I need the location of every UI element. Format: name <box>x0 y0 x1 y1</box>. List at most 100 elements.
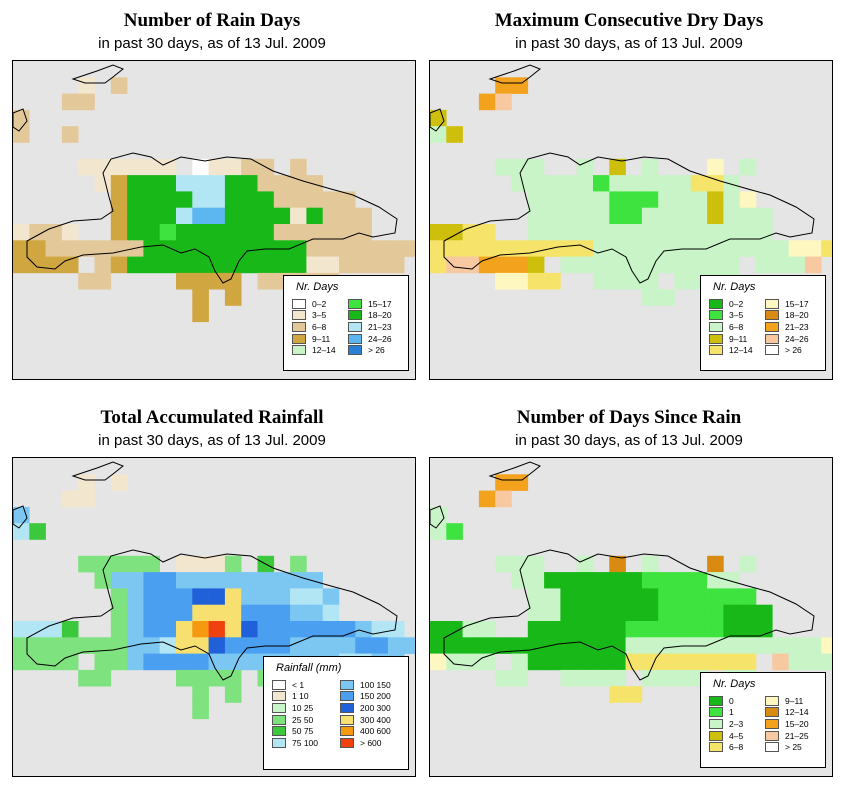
grid-cell <box>739 240 757 257</box>
legend-label: 3–5 <box>312 310 327 321</box>
grid-cell <box>127 224 144 241</box>
grid-cell <box>355 240 372 257</box>
grid-cell <box>511 669 529 687</box>
grid-cell <box>110 191 128 208</box>
grid-cell <box>641 555 659 573</box>
grid-cell <box>224 289 242 306</box>
legend-label: 18–20 <box>785 310 809 321</box>
grid-cell <box>544 207 561 225</box>
grid-cell <box>609 240 626 257</box>
legend-item: 18–20 <box>765 310 809 322</box>
legend-item: 6–8 <box>709 741 743 753</box>
grid-cell <box>110 621 128 638</box>
legend-swatch <box>709 707 723 718</box>
grid-cell <box>110 604 128 622</box>
grid-cell <box>208 191 226 208</box>
grid-cell <box>45 621 63 638</box>
grid-cell <box>192 289 209 306</box>
dry-days-panel: Maximum Consecutive Dry Days in past 30 … <box>421 0 837 390</box>
grid-cell <box>641 289 659 306</box>
grid-cell <box>192 637 209 654</box>
grid-cell <box>707 604 724 622</box>
grid-cell <box>609 572 626 589</box>
legend-label: 0–2 <box>729 298 744 309</box>
grid-cell <box>127 191 144 208</box>
legend-item: > 600 <box>340 737 391 749</box>
legend-label: 0–2 <box>312 298 327 309</box>
grid-cell <box>45 637 63 654</box>
grid-cell <box>94 637 112 654</box>
grid-cell <box>224 637 242 654</box>
coastline <box>71 461 124 481</box>
grid-cell <box>723 572 740 589</box>
grid-cell <box>290 637 307 654</box>
grid-cell <box>723 191 740 208</box>
grid-cell <box>224 272 242 290</box>
grid-cell <box>462 637 480 654</box>
legend-label: 0 <box>729 695 734 706</box>
grid-cell <box>94 158 112 176</box>
legend-swatch <box>272 726 286 737</box>
grid-cell <box>159 207 177 225</box>
grid-cell <box>609 272 626 290</box>
grid-cell <box>707 653 724 671</box>
legend-label: 2–3 <box>729 718 744 729</box>
grid-cell <box>13 653 30 671</box>
legend-swatch <box>709 695 723 706</box>
grid-cell <box>224 175 242 192</box>
legend-label: 75 100 <box>292 737 318 748</box>
grid-cell <box>387 256 405 274</box>
legend-label: 6–8 <box>729 742 744 753</box>
grid-cell <box>707 224 724 241</box>
grid-cell <box>739 191 757 208</box>
grid-cell <box>625 175 643 192</box>
legend-swatch <box>340 726 354 737</box>
grid-cell <box>690 224 708 241</box>
grid-cell <box>306 207 323 225</box>
grid-cell <box>143 256 160 274</box>
panel-subtitle: in past 30 days, as of 13 Jul. 2009 <box>515 35 743 52</box>
grid-cell <box>45 240 63 257</box>
grid-cell <box>804 637 822 654</box>
grid-cell <box>576 588 594 605</box>
grid-cell <box>241 588 258 605</box>
grid-cell <box>257 207 275 225</box>
grid-cell <box>273 191 291 208</box>
legend-item: 21–23 <box>348 321 392 333</box>
grid-cell <box>625 207 643 225</box>
grid-cell <box>756 224 773 241</box>
legend-label: 15–20 <box>785 718 809 729</box>
grid-cell <box>94 272 112 290</box>
grid-cell <box>511 175 529 192</box>
grid-cell <box>544 272 561 290</box>
grid-cell <box>576 158 594 176</box>
legend-swatch <box>348 321 362 332</box>
map-legend: Nr. Days 0 1 2–3 4–5 6–8 9–11 12–14 15–20 21–25… <box>700 672 826 768</box>
grid-cell <box>772 256 789 274</box>
grid-cell <box>94 256 112 274</box>
grid-cell <box>690 175 708 192</box>
grid-cell <box>192 686 209 703</box>
grid-cell <box>478 93 496 111</box>
grid-cell <box>208 588 226 605</box>
grid-cell <box>208 669 226 687</box>
panel-subtitle: in past 30 days, as of 13 Jul. 2009 <box>515 432 743 449</box>
grid-cell <box>257 604 275 622</box>
grid-cell <box>127 572 144 589</box>
grid-cell <box>322 588 340 605</box>
panel-subtitle: in past 30 days, as of 13 Jul. 2009 <box>98 35 326 52</box>
grid-cell <box>446 621 463 638</box>
grid-cell <box>625 588 643 605</box>
legend-item: 4–5 <box>709 730 743 742</box>
grid-cell <box>257 272 275 290</box>
legend-title: Rainfall (mm) <box>276 662 342 674</box>
grid-cell <box>511 555 529 573</box>
grid-cell <box>13 621 30 638</box>
grid-cell <box>29 224 46 241</box>
grid-cell <box>527 555 545 573</box>
grid-cell <box>544 572 561 589</box>
grid-cell <box>527 256 545 274</box>
panel-title: Total Accumulated Rainfall <box>100 407 324 428</box>
grid-cell <box>625 240 643 257</box>
legend-swatch <box>272 679 286 690</box>
